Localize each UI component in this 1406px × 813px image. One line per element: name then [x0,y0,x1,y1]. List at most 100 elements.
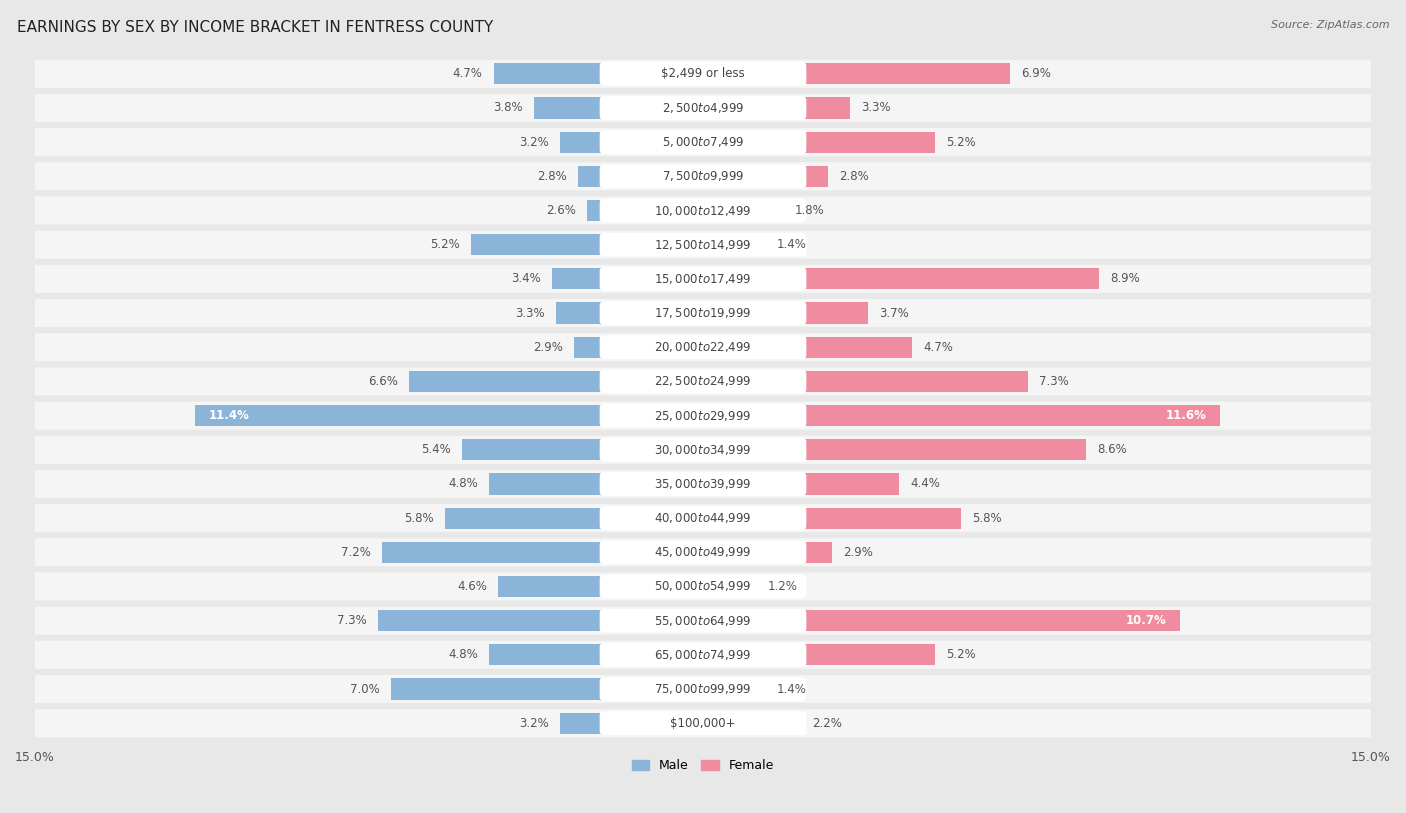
FancyBboxPatch shape [600,130,806,154]
Bar [409,371,703,392]
Text: 5.2%: 5.2% [430,238,460,251]
FancyBboxPatch shape [35,299,1371,327]
Text: 8.9%: 8.9% [1111,272,1140,285]
Text: 2.9%: 2.9% [533,341,562,354]
Text: 1.2%: 1.2% [768,580,797,593]
FancyBboxPatch shape [35,572,1371,601]
Bar [703,713,801,734]
FancyBboxPatch shape [35,367,1371,395]
Bar [195,405,703,426]
Text: 3.3%: 3.3% [860,102,891,115]
FancyBboxPatch shape [600,677,806,701]
Text: 5.2%: 5.2% [946,136,976,149]
Text: 2.9%: 2.9% [844,546,873,559]
Text: 7.3%: 7.3% [1039,375,1069,388]
Text: 5.8%: 5.8% [973,511,1002,524]
Text: $30,000 to $34,999: $30,000 to $34,999 [654,443,752,457]
FancyBboxPatch shape [600,301,806,325]
FancyBboxPatch shape [600,198,806,223]
FancyBboxPatch shape [35,675,1371,703]
Text: $40,000 to $44,999: $40,000 to $44,999 [654,511,752,525]
Bar [703,98,851,119]
Bar [494,63,703,85]
Legend: Male, Female: Male, Female [627,754,779,777]
Bar [703,507,962,528]
FancyBboxPatch shape [35,606,1371,635]
FancyBboxPatch shape [600,96,806,120]
Bar [703,337,912,358]
Text: 6.6%: 6.6% [368,375,398,388]
FancyBboxPatch shape [35,60,1371,88]
Bar [561,713,703,734]
Bar [703,405,1219,426]
Text: $12,500 to $14,999: $12,500 to $14,999 [654,237,752,252]
FancyBboxPatch shape [600,62,806,85]
Bar [489,644,703,666]
FancyBboxPatch shape [600,267,806,291]
Bar [703,166,828,187]
Text: 6.9%: 6.9% [1021,67,1052,80]
Text: $100,000+: $100,000+ [671,717,735,730]
FancyBboxPatch shape [600,472,806,496]
FancyBboxPatch shape [35,197,1371,224]
Bar [703,644,935,666]
Bar [574,337,703,358]
FancyBboxPatch shape [35,231,1371,259]
Bar [703,132,935,153]
Text: $5,000 to $7,499: $5,000 to $7,499 [662,135,744,149]
FancyBboxPatch shape [35,470,1371,498]
FancyBboxPatch shape [35,163,1371,190]
Text: 11.4%: 11.4% [208,409,249,422]
Bar [551,268,703,289]
Text: EARNINGS BY SEX BY INCOME BRACKET IN FENTRESS COUNTY: EARNINGS BY SEX BY INCOME BRACKET IN FEN… [17,20,494,35]
Text: 11.6%: 11.6% [1166,409,1206,422]
Text: 2.8%: 2.8% [839,170,869,183]
Bar [703,678,765,700]
Text: $75,000 to $99,999: $75,000 to $99,999 [654,682,752,696]
Bar [703,610,1180,631]
Bar [555,302,703,324]
Bar [703,268,1099,289]
Bar [703,371,1028,392]
Text: 10.7%: 10.7% [1125,614,1166,627]
Bar [489,473,703,494]
Bar [378,610,703,631]
FancyBboxPatch shape [35,265,1371,293]
Text: 5.2%: 5.2% [946,648,976,661]
Text: 4.4%: 4.4% [910,477,941,490]
Text: $35,000 to $39,999: $35,000 to $39,999 [654,477,752,491]
Text: 7.2%: 7.2% [342,546,371,559]
FancyBboxPatch shape [35,504,1371,533]
FancyBboxPatch shape [35,641,1371,669]
Bar [703,473,898,494]
Text: $25,000 to $29,999: $25,000 to $29,999 [654,409,752,423]
Text: 4.7%: 4.7% [453,67,482,80]
Bar [534,98,703,119]
FancyBboxPatch shape [35,94,1371,122]
Text: $2,499 or less: $2,499 or less [661,67,745,80]
FancyBboxPatch shape [600,541,806,564]
Text: 1.8%: 1.8% [794,204,824,217]
FancyBboxPatch shape [600,335,806,359]
Text: $45,000 to $49,999: $45,000 to $49,999 [654,546,752,559]
Text: 3.7%: 3.7% [879,307,908,320]
Text: 4.8%: 4.8% [449,648,478,661]
Bar [703,63,1011,85]
Bar [561,132,703,153]
Text: $20,000 to $22,499: $20,000 to $22,499 [654,340,752,354]
Text: $17,500 to $19,999: $17,500 to $19,999 [654,306,752,320]
Text: Source: ZipAtlas.com: Source: ZipAtlas.com [1271,20,1389,30]
Text: $7,500 to $9,999: $7,500 to $9,999 [662,169,744,184]
Text: 3.3%: 3.3% [515,307,546,320]
Text: 3.2%: 3.2% [520,136,550,149]
Text: $2,500 to $4,999: $2,500 to $4,999 [662,101,744,115]
FancyBboxPatch shape [600,575,806,598]
Bar [444,507,703,528]
Text: 4.6%: 4.6% [457,580,486,593]
Text: 2.6%: 2.6% [546,204,576,217]
Bar [471,234,703,255]
Bar [578,166,703,187]
Bar [703,541,832,563]
FancyBboxPatch shape [600,369,806,393]
Text: $65,000 to $74,999: $65,000 to $74,999 [654,648,752,662]
